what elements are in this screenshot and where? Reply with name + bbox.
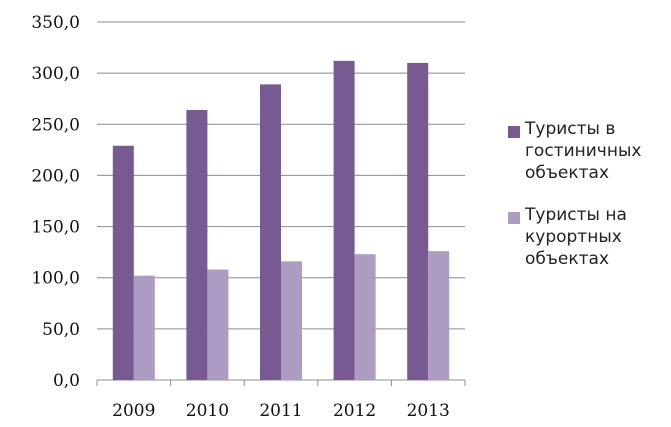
bar-hotel-tourists <box>186 109 208 381</box>
y-tick-label: 300,0 <box>31 64 80 84</box>
bar-resort-tourists <box>207 269 229 380</box>
bar-resort-tourists <box>281 261 302 380</box>
bar-hotel-tourists <box>260 84 281 380</box>
bar-resort-tourists <box>428 251 450 380</box>
legend-swatch-resort <box>508 212 520 224</box>
y-tick-label: 250,0 <box>31 115 80 135</box>
x-tick-label: 2010 <box>186 401 229 421</box>
bar-hotel-tourists <box>407 62 429 381</box>
y-tick-label: 50,0 <box>42 320 80 340</box>
legend-label-resort: Туристы на курортных объектах <box>525 205 627 269</box>
y-tick-label: 100,0 <box>31 269 80 289</box>
legend: Туристы в гостиничных объектах Туристы н… <box>508 118 671 290</box>
y-tick-label: 0,0 <box>53 371 80 391</box>
y-tick-label: 350,0 <box>31 13 80 33</box>
bar-hotel-tourists <box>333 60 355 381</box>
legend-swatch-hotel <box>508 126 520 138</box>
y-tick-label: 200,0 <box>31 166 80 186</box>
x-tick-label: 2013 <box>407 401 450 421</box>
legend-label-hotel: Туристы в гостиничных объектах <box>525 119 642 183</box>
bar-resort-tourists <box>354 254 376 380</box>
bar-hotel-tourists <box>112 145 134 380</box>
x-tick-label: 2011 <box>259 401 302 421</box>
legend-item-hotel-tourists: Туристы в гостиничных объектах <box>508 118 671 184</box>
x-tick-label: 2012 <box>333 401 376 421</box>
x-tick-label: 2009 <box>112 401 155 421</box>
bar-resort-tourists <box>133 275 155 380</box>
legend-item-resort-tourists: Туристы на курортных объектах <box>508 204 671 270</box>
y-tick-label: 150,0 <box>31 218 80 238</box>
